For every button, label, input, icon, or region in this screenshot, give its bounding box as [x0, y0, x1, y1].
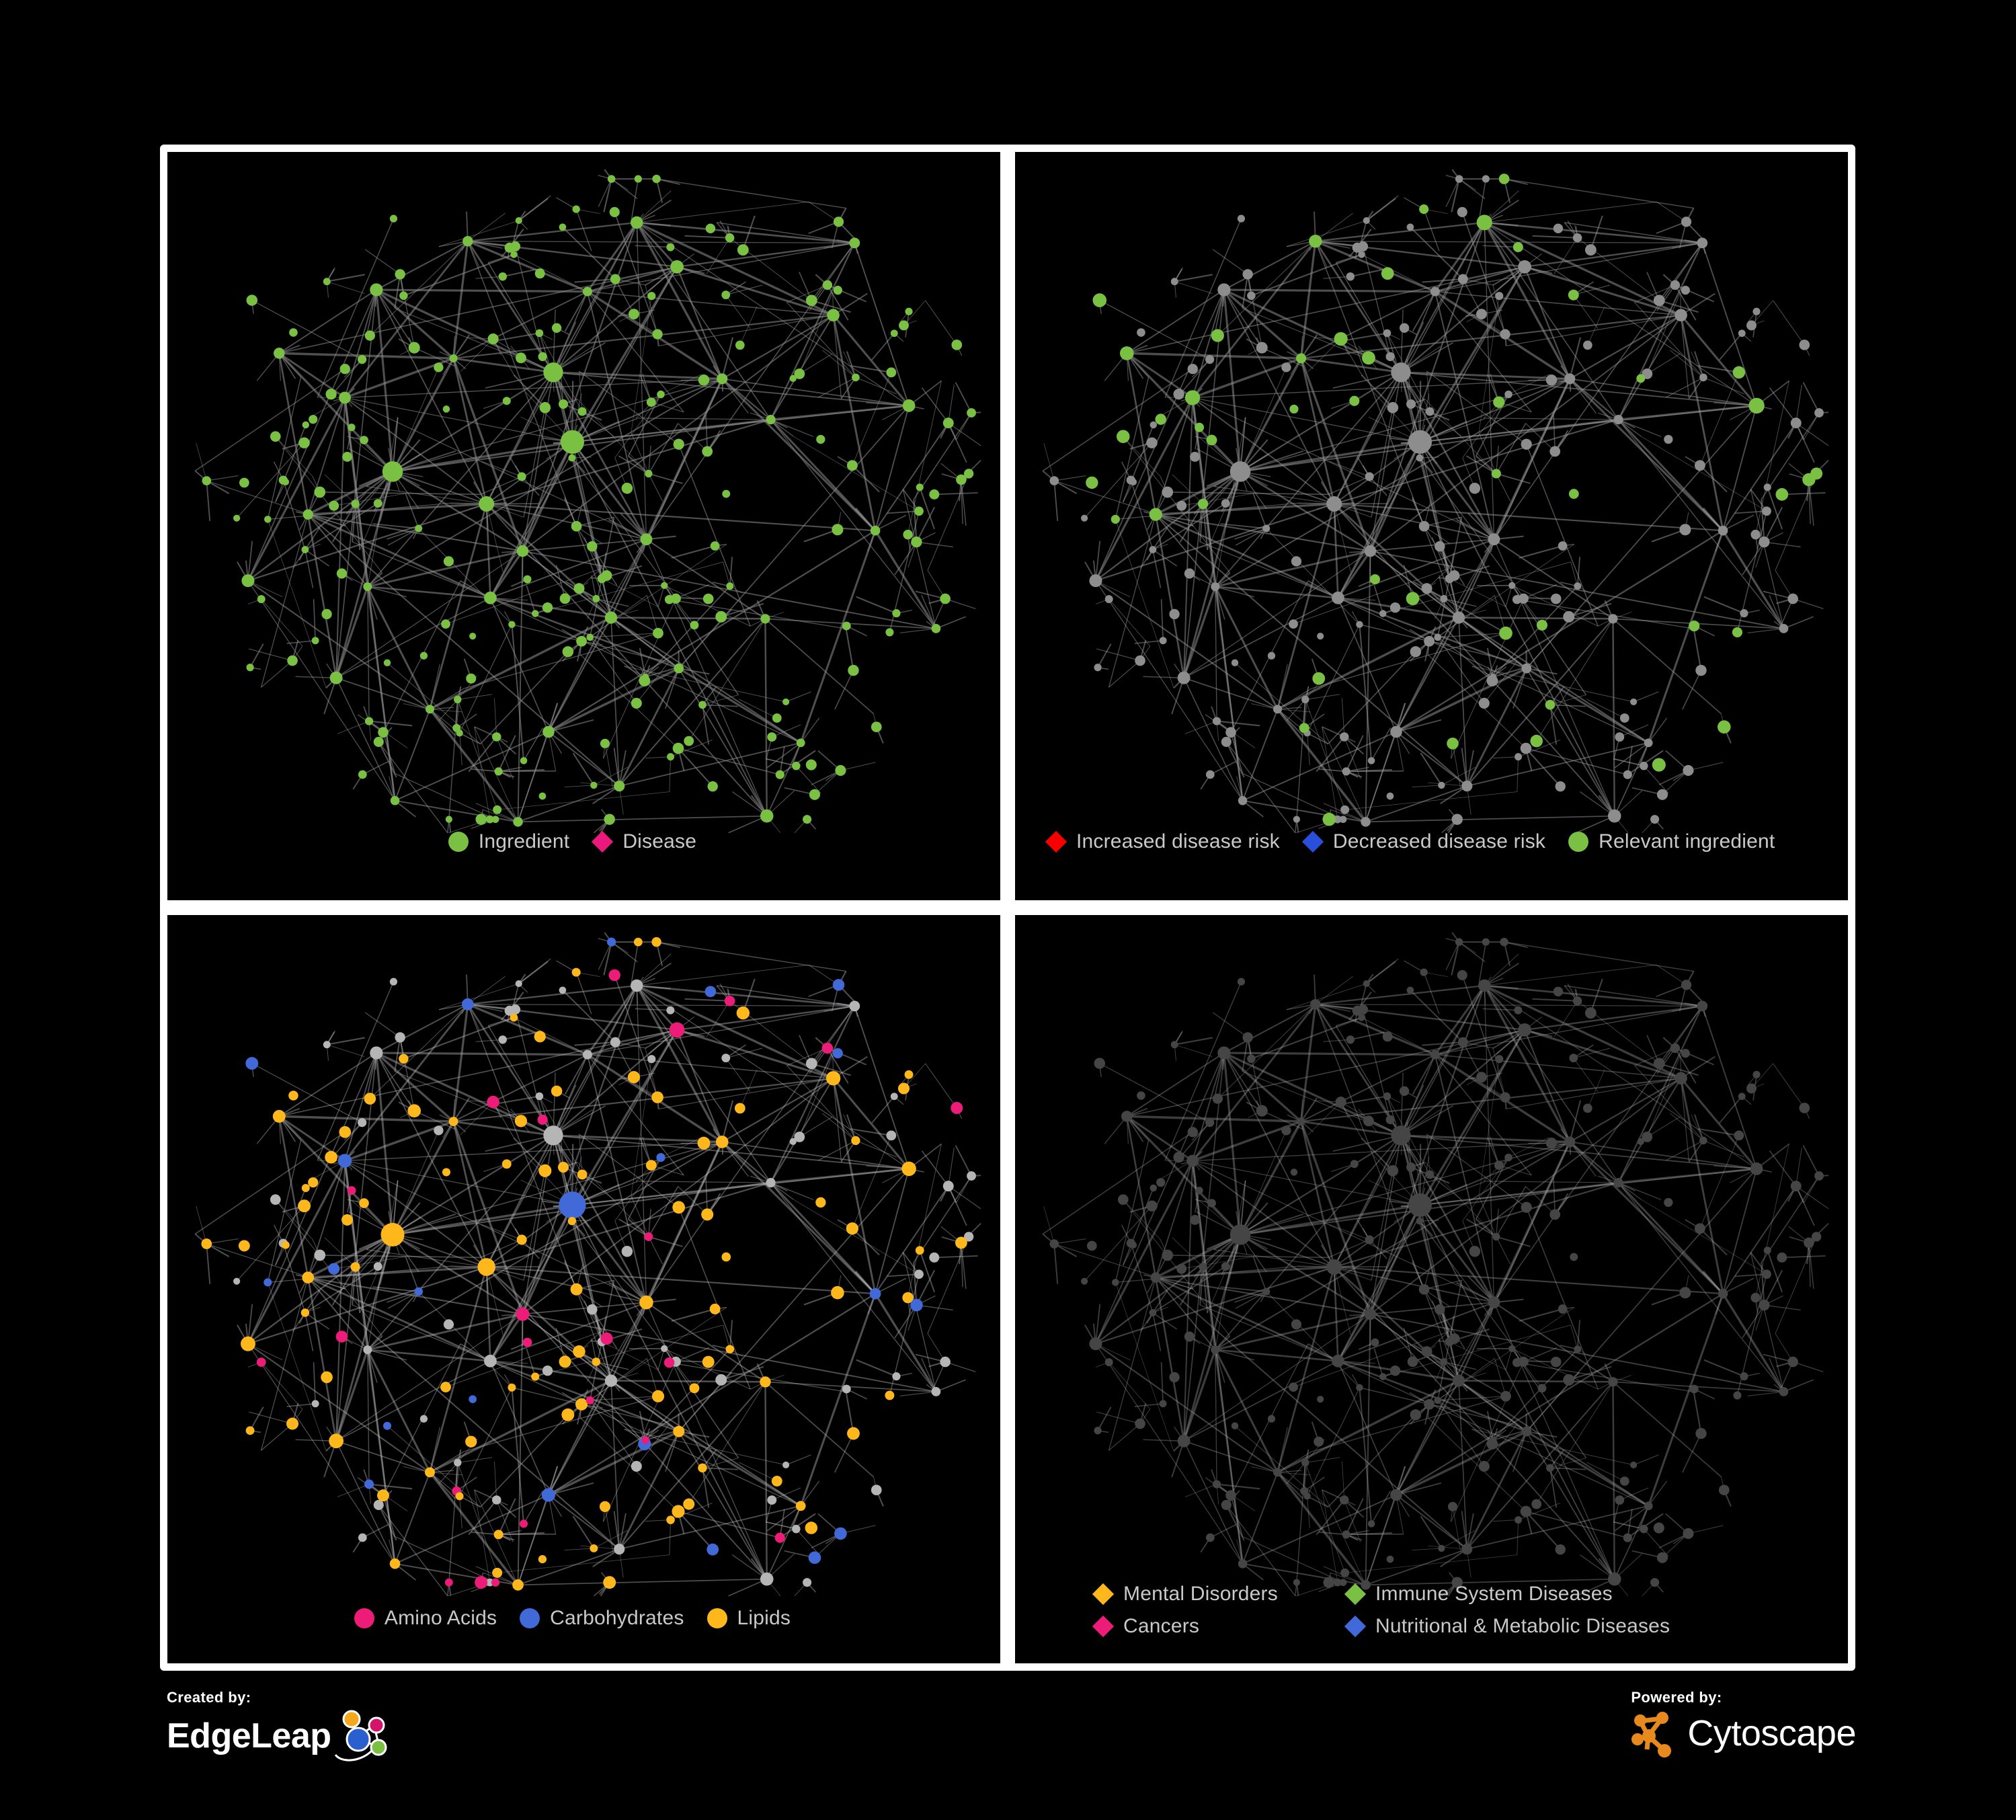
lipids-circle-icon	[707, 1608, 727, 1628]
legend-item[interactable]: Decreased disease risk	[1301, 830, 1546, 853]
legend-label: Cancers	[1123, 1615, 1200, 1637]
network-nodes-background	[1043, 152, 1829, 830]
network-nodes-highlighted[interactable]	[201, 937, 967, 1591]
cytoscape-credit[interactable]: Powered by:	[1631, 1689, 1856, 1757]
network-edges	[194, 169, 981, 834]
legend-label: Carbohydrates	[550, 1607, 684, 1629]
cancers-diamond-icon	[1092, 1615, 1115, 1638]
network-canvas-ingredient-class[interactable]	[167, 915, 1000, 1663]
panel-ingredient-class[interactable]: Amino Acids Carbohydrates Lipids	[167, 915, 1000, 1663]
legend-item[interactable]: Carbohydrates	[520, 1608, 684, 1628]
legend-disease-risk: Increased disease risk Decreased disease…	[1015, 830, 1848, 861]
network-canvas-disease-risk[interactable]	[1015, 152, 1848, 900]
network-nodes-highlighted[interactable]	[1043, 915, 1829, 1593]
created-by-label: Created by:	[167, 1689, 251, 1706]
legend-label: Mental Disorders	[1123, 1583, 1278, 1605]
legend-ingredient-disease: Ingredient Disease	[167, 830, 1000, 861]
legend-item[interactable]: Ingredient	[448, 832, 569, 852]
legend-item[interactable]: Lipids	[707, 1608, 791, 1628]
legend-disease-class: Mental Disorders Immune System Diseases …	[1015, 1583, 1848, 1649]
legend-label: Lipids	[737, 1607, 791, 1629]
increased-risk-diamond-icon	[1045, 830, 1067, 853]
legend-label: Relevant ingredient	[1599, 830, 1775, 853]
legend-item[interactable]: Increased disease risk	[1045, 830, 1280, 853]
decreased-risk-diamond-icon	[1301, 830, 1324, 853]
network-canvas-ingredient-disease[interactable]	[167, 152, 1000, 900]
edgeleap-logo-icon	[334, 1710, 387, 1762]
panel-grid: Ingredient Disease Increased disease ris…	[160, 145, 1855, 1671]
network-edges	[194, 932, 981, 1597]
legend-label: Nutritional & Metabolic Diseases	[1375, 1615, 1670, 1637]
disease-diamond-icon	[592, 830, 614, 853]
relevant-ingredient-circle-icon	[1568, 832, 1589, 852]
legend-label: Disease	[622, 830, 697, 853]
network-nodes-background	[1049, 915, 1829, 1592]
amino-acids-circle-icon	[354, 1608, 374, 1628]
network-nodes-highlighted[interactable]	[1057, 152, 1823, 826]
carbohydrates-circle-icon	[520, 1608, 540, 1628]
legend-label: Increased disease risk	[1076, 830, 1280, 853]
edgeleap-credit[interactable]: Created by: EdgeLeap	[167, 1689, 396, 1763]
panel-ingredient-disease[interactable]: Ingredient Disease	[167, 152, 1000, 900]
network-nodes-highlighted[interactable]	[195, 152, 981, 830]
powered-by-label: Powered by:	[1631, 1689, 1722, 1706]
figure-footer: Created by: EdgeLeap Powered by:	[160, 1689, 1856, 1796]
network-canvas-disease-class[interactable]	[1015, 915, 1848, 1663]
cytoscape-wordmark: Cytoscape	[1687, 1713, 1856, 1753]
immune-system-diamond-icon	[1344, 1583, 1367, 1606]
legend-item[interactable]: Nutritional & Metabolic Diseases	[1344, 1615, 1670, 1638]
network-nodes-background	[195, 915, 981, 1593]
network-edges	[1042, 169, 1829, 834]
legend-item[interactable]: Amino Acids	[354, 1608, 497, 1628]
legend-item[interactable]: Relevant ingredient	[1568, 832, 1775, 852]
legend-ingredient-class: Amino Acids Carbohydrates Lipids	[167, 1608, 1000, 1638]
legend-label: Ingredient	[478, 830, 570, 853]
legend-item[interactable]: Disease	[592, 830, 697, 853]
legend-item[interactable]: Cancers	[1092, 1615, 1338, 1638]
legend-label: Immune System Diseases	[1375, 1583, 1613, 1605]
mental-disorders-diamond-icon	[1092, 1583, 1115, 1606]
legend-label: Decreased disease risk	[1332, 830, 1546, 853]
legend-label: Amino Acids	[384, 1607, 497, 1629]
panel-disease-risk[interactable]: Increased disease risk Decreased disease…	[1015, 152, 1848, 900]
cytoscape-logo-icon	[1631, 1712, 1672, 1757]
panel-disease-class[interactable]: Mental Disorders Immune System Diseases …	[1015, 915, 1848, 1663]
legend-item[interactable]: Immune System Diseases	[1344, 1583, 1613, 1606]
legend-item[interactable]: Mental Disorders	[1092, 1583, 1338, 1606]
ingredient-circle-icon	[448, 832, 469, 852]
network-edges	[1042, 932, 1829, 1597]
metabolic-diseases-diamond-icon	[1344, 1615, 1367, 1638]
edgeleap-wordmark: EdgeLeap	[167, 1716, 331, 1755]
